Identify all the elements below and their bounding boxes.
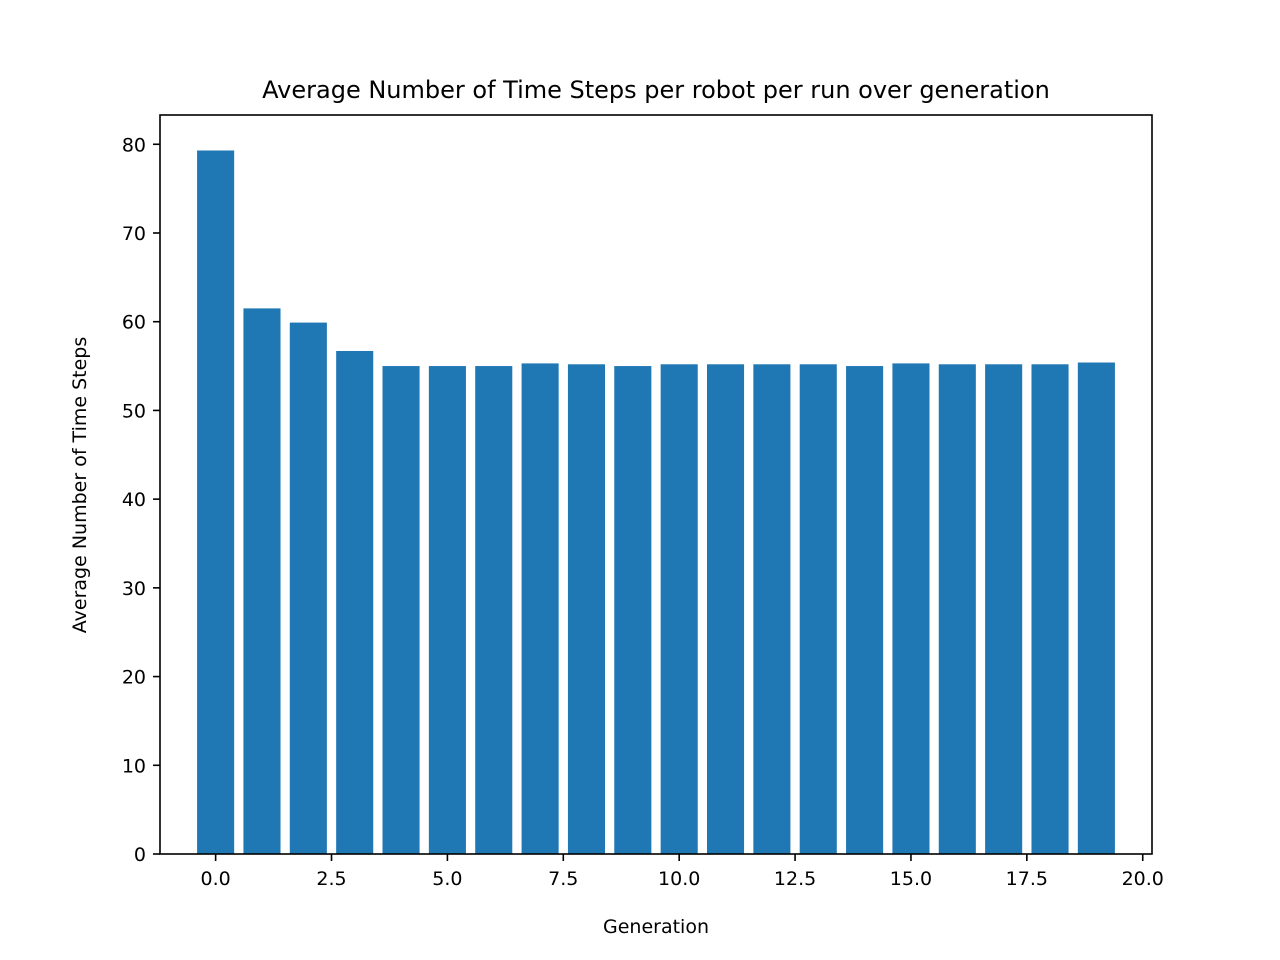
bar-generation-10 xyxy=(660,364,698,854)
bar-generation-7 xyxy=(521,363,559,854)
x-tick-label: 12.5 xyxy=(774,868,816,890)
x-tick-label: 2.5 xyxy=(316,868,346,890)
bar-generation-9 xyxy=(614,366,652,854)
y-tick-label: 30 xyxy=(122,578,146,600)
bar-generation-17 xyxy=(985,364,1023,854)
x-axis-label: Generation xyxy=(603,916,709,938)
bar-generation-2 xyxy=(289,322,327,855)
bar-generation-0 xyxy=(197,150,235,855)
y-tick-label: 20 xyxy=(122,667,146,689)
x-tick-label: 15.0 xyxy=(890,868,932,890)
bar-generation-5 xyxy=(428,366,466,854)
bar-generation-18 xyxy=(1031,364,1069,854)
x-tick-label: 7.5 xyxy=(548,868,578,890)
y-tick-label: 0 xyxy=(134,844,146,866)
bar-generation-14 xyxy=(846,366,884,854)
bar-generation-6 xyxy=(475,366,513,854)
y-tick-label: 10 xyxy=(122,755,146,777)
bar-generation-1 xyxy=(243,308,281,854)
x-tick-label: 17.5 xyxy=(1006,868,1048,890)
chart-title: Average Number of Time Steps per robot p… xyxy=(262,76,1050,104)
y-axis-ticks: 0 10 20 30 40 50 60 70 80 xyxy=(122,134,160,866)
bar-generation-19 xyxy=(1077,362,1115,854)
bar-generation-12 xyxy=(753,364,791,854)
y-tick-label: 40 xyxy=(122,489,146,511)
y-axis-label: Average Number of Time Steps xyxy=(69,337,91,633)
x-tick-label: 0.0 xyxy=(201,868,231,890)
x-tick-label: 10.0 xyxy=(658,868,700,890)
y-tick-label: 70 xyxy=(122,223,146,245)
bar-generation-3 xyxy=(336,350,374,854)
x-axis-ticks: 0.0 2.5 5.0 7.5 10.0 12.5 15.0 17.5 20.0 xyxy=(201,854,1164,890)
y-tick-label: 60 xyxy=(122,312,146,334)
y-tick-label: 80 xyxy=(122,134,146,156)
bar-generation-13 xyxy=(799,364,837,854)
bar-generation-11 xyxy=(706,364,745,854)
plot-frame xyxy=(159,114,1153,855)
bars-group xyxy=(197,150,1115,855)
bar-generation-15 xyxy=(892,363,930,854)
bar-generation-16 xyxy=(938,364,976,854)
bar-generation-8 xyxy=(567,364,606,854)
x-tick-label: 5.0 xyxy=(432,868,462,890)
y-tick-label: 50 xyxy=(122,400,146,422)
x-tick-label: 20.0 xyxy=(1122,868,1164,890)
bar-generation-4 xyxy=(382,366,420,854)
